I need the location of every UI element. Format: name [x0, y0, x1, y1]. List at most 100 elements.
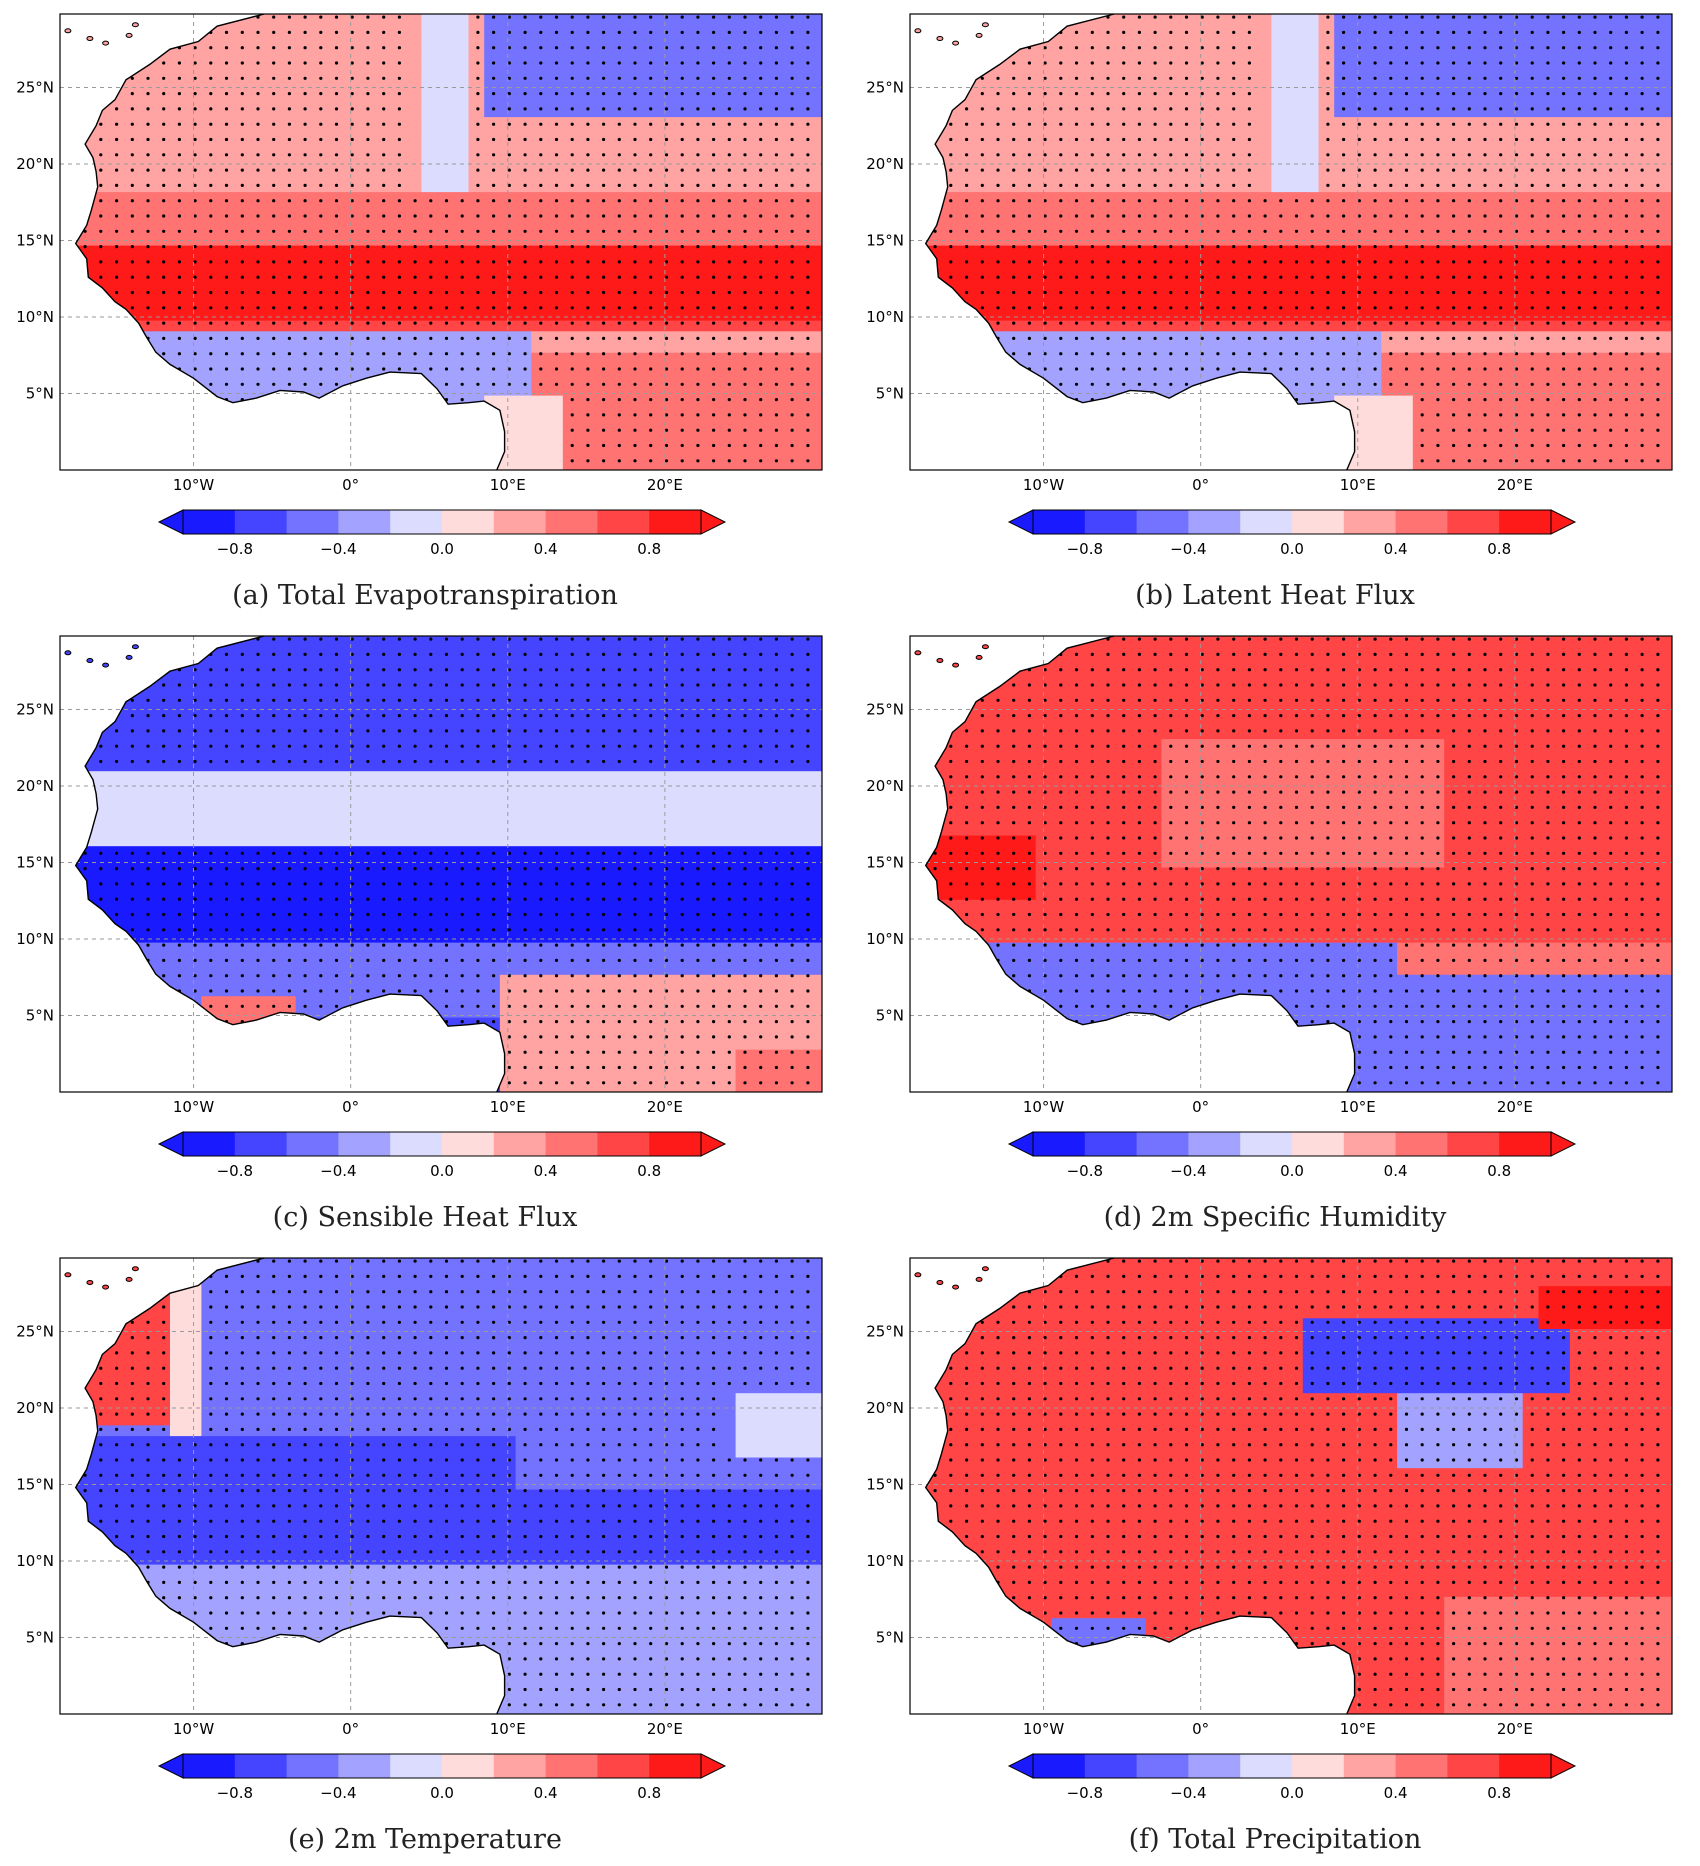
- field-cell: [798, 298, 815, 310]
- stipple-dot: [130, 245, 134, 249]
- lon-tick-label: 0°: [342, 476, 359, 494]
- stipple-dot: [224, 306, 229, 310]
- stipple-dot: [382, 199, 386, 203]
- field-cell: [1114, 180, 1131, 193]
- stipple-dot: [790, 122, 794, 126]
- field-cell: [531, 212, 548, 225]
- field-cell: [484, 330, 501, 343]
- stipple-dot: [759, 214, 763, 218]
- stipple-dot: [649, 443, 653, 448]
- field-cell: [657, 245, 674, 257]
- field-cell: [751, 52, 768, 64]
- field-cell: [798, 427, 815, 439]
- field-cell: [1365, 437, 1382, 450]
- stipple-dot: [727, 46, 731, 50]
- field-cell: [672, 202, 689, 214]
- field-cell: [1397, 395, 1414, 407]
- field-cell: [1365, 191, 1382, 203]
- field-cell: [1192, 352, 1210, 364]
- field-cell: [248, 234, 265, 246]
- field-cell: [1318, 384, 1335, 396]
- field-cell: [688, 116, 705, 128]
- field-cell: [232, 277, 250, 289]
- field-cell: [672, 30, 689, 43]
- field-cell: [641, 427, 658, 439]
- field-cell: [1224, 105, 1241, 118]
- field-cell: [688, 159, 705, 171]
- field-cell: [1067, 223, 1084, 235]
- field-cell: [625, 287, 642, 300]
- stipple-dot: [303, 15, 307, 19]
- field-cell: [1161, 202, 1178, 214]
- field-cell: [405, 234, 422, 246]
- stipple-dot: [507, 367, 511, 371]
- stipple-dot: [712, 428, 716, 432]
- field-cell: [1177, 159, 1194, 171]
- stipple-dot: [539, 76, 543, 80]
- field-cell: [814, 309, 822, 321]
- stipple-dot: [743, 352, 747, 356]
- field-cell: [562, 416, 580, 428]
- field-cell: [1177, 30, 1194, 43]
- field-cell: [515, 202, 532, 214]
- stipple-dot: [444, 382, 449, 386]
- field-cell: [327, 223, 344, 235]
- stipple-dot: [570, 321, 574, 325]
- stipple-dot: [806, 137, 810, 142]
- panel-caption: (a) Total Evapotranspiration: [0, 580, 850, 611]
- field-cell: [688, 52, 705, 64]
- field-cell: [1412, 309, 1430, 321]
- field-cell: [547, 202, 564, 214]
- field-cell: [704, 73, 721, 85]
- stipple-dot: [602, 336, 606, 340]
- field-cell: [1177, 212, 1194, 225]
- stipple-dot: [303, 275, 307, 279]
- field-cell: [185, 95, 202, 107]
- field-cell: [311, 180, 328, 193]
- field-cell: [138, 287, 155, 300]
- field-cell: [389, 320, 407, 332]
- field-cell: [327, 14, 344, 21]
- field-cell: [499, 63, 517, 75]
- map-frame: [59, 13, 823, 471]
- field-cell: [972, 84, 990, 96]
- field-cell: [389, 298, 407, 310]
- field-cell: [814, 459, 822, 470]
- field-cell: [957, 191, 974, 203]
- stipple-dot: [696, 367, 700, 371]
- stipple-dot: [507, 306, 511, 310]
- field-cell: [782, 223, 799, 235]
- stipple-dot: [554, 61, 559, 65]
- field-cell: [217, 341, 234, 353]
- stipple-dot: [602, 229, 606, 233]
- field-cell: [972, 191, 990, 203]
- stipple-dot: [633, 275, 637, 279]
- stipple-dot: [193, 336, 197, 340]
- field-cell: [767, 427, 784, 439]
- field-cell: [1271, 52, 1288, 64]
- field-cell: [1067, 352, 1084, 364]
- stipple-dot: [444, 321, 449, 325]
- stipple-dot: [366, 183, 370, 187]
- field-cell: [531, 459, 548, 470]
- stipple-dot: [492, 15, 496, 19]
- field-cell: [232, 266, 250, 278]
- field-cell: [280, 14, 297, 21]
- stipple-dot: [209, 275, 213, 279]
- field-cell: [1035, 191, 1052, 203]
- stipple-dot: [633, 168, 637, 172]
- stipple-dot: [649, 428, 653, 432]
- stipple-dot: [303, 76, 307, 80]
- stipple-dot: [476, 260, 480, 264]
- stipple-dot: [272, 290, 276, 295]
- field-cell: [547, 180, 564, 193]
- stipple-dot: [272, 245, 276, 249]
- field-cell: [688, 84, 705, 96]
- field-cell: [295, 191, 312, 203]
- stipple-dot: [633, 428, 637, 432]
- stipple-dot: [209, 214, 213, 218]
- stipple-dot: [177, 290, 181, 295]
- field-cell: [751, 416, 768, 428]
- lat-tick-label: 15°N: [16, 231, 54, 249]
- field-cell: [957, 202, 974, 214]
